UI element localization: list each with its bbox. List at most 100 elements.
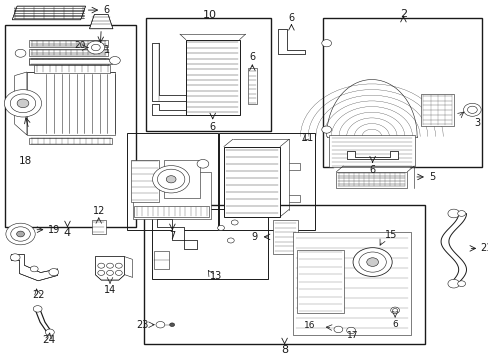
Bar xyxy=(29,49,107,56)
Circle shape xyxy=(447,209,459,218)
Bar xyxy=(420,94,453,126)
Circle shape xyxy=(106,263,113,268)
Circle shape xyxy=(333,326,342,333)
Polygon shape xyxy=(151,43,193,101)
Circle shape xyxy=(106,270,113,275)
Text: 17: 17 xyxy=(346,331,358,340)
Polygon shape xyxy=(95,257,124,280)
Text: 6: 6 xyxy=(103,5,109,15)
Bar xyxy=(336,172,407,188)
Circle shape xyxy=(467,106,476,113)
Bar xyxy=(151,209,267,279)
Text: 5: 5 xyxy=(429,172,435,182)
Polygon shape xyxy=(11,255,58,281)
Bar xyxy=(328,135,414,167)
Text: 16: 16 xyxy=(303,321,315,330)
Circle shape xyxy=(109,57,120,64)
Text: 6: 6 xyxy=(249,52,255,62)
Polygon shape xyxy=(277,29,304,54)
Circle shape xyxy=(358,252,386,272)
Polygon shape xyxy=(157,219,196,249)
Circle shape xyxy=(98,270,104,275)
Bar xyxy=(293,232,410,335)
Circle shape xyxy=(11,227,30,241)
Text: 3: 3 xyxy=(473,118,479,129)
Text: 22: 22 xyxy=(32,290,44,300)
Circle shape xyxy=(392,309,397,312)
Text: 12: 12 xyxy=(92,206,105,216)
Bar xyxy=(29,59,112,64)
Bar xyxy=(297,250,343,313)
Bar xyxy=(163,160,200,198)
Bar xyxy=(5,25,136,227)
Circle shape xyxy=(366,258,378,266)
Circle shape xyxy=(87,41,104,54)
Text: 9: 9 xyxy=(251,232,257,242)
Circle shape xyxy=(98,263,104,268)
Text: 20: 20 xyxy=(74,41,86,50)
Text: 1: 1 xyxy=(103,45,109,55)
Polygon shape xyxy=(15,72,27,135)
Circle shape xyxy=(45,329,54,336)
Bar xyxy=(153,251,169,269)
Circle shape xyxy=(231,220,238,225)
Bar xyxy=(219,133,315,230)
Polygon shape xyxy=(151,104,191,115)
Circle shape xyxy=(457,281,465,287)
Text: 13: 13 xyxy=(209,271,222,282)
Circle shape xyxy=(463,103,480,116)
Circle shape xyxy=(157,169,184,189)
Circle shape xyxy=(17,99,29,108)
Text: 10: 10 xyxy=(203,10,217,20)
Circle shape xyxy=(17,231,24,237)
Circle shape xyxy=(390,307,399,314)
Text: 21: 21 xyxy=(479,243,488,253)
Bar xyxy=(27,72,115,135)
Circle shape xyxy=(227,238,234,243)
Polygon shape xyxy=(89,14,113,29)
Bar xyxy=(29,40,107,47)
Text: 7: 7 xyxy=(169,231,175,241)
Circle shape xyxy=(197,159,208,168)
Circle shape xyxy=(49,269,59,276)
Polygon shape xyxy=(326,137,416,194)
Text: 15: 15 xyxy=(384,230,397,240)
Text: 14: 14 xyxy=(103,285,116,295)
Text: 24: 24 xyxy=(42,335,56,345)
Circle shape xyxy=(6,223,35,245)
Bar xyxy=(34,65,110,73)
Circle shape xyxy=(15,49,26,57)
Bar xyxy=(133,172,211,219)
Text: 8: 8 xyxy=(281,345,287,355)
Bar xyxy=(131,160,159,202)
Circle shape xyxy=(115,270,122,275)
Polygon shape xyxy=(346,151,397,159)
Polygon shape xyxy=(12,6,85,20)
Bar xyxy=(145,18,271,131)
Circle shape xyxy=(352,248,391,276)
Text: 2: 2 xyxy=(399,9,406,19)
Circle shape xyxy=(457,211,465,216)
Text: 6: 6 xyxy=(209,122,215,132)
Text: 18: 18 xyxy=(19,156,33,166)
Circle shape xyxy=(91,44,100,51)
Circle shape xyxy=(152,166,189,193)
Circle shape xyxy=(321,126,331,133)
Circle shape xyxy=(4,90,41,117)
Bar xyxy=(127,133,217,230)
Circle shape xyxy=(30,266,38,272)
Bar xyxy=(185,40,239,115)
Bar xyxy=(272,220,298,254)
Bar xyxy=(322,18,481,167)
Circle shape xyxy=(447,279,459,288)
Circle shape xyxy=(217,225,224,230)
Text: 19: 19 xyxy=(47,225,60,235)
Circle shape xyxy=(33,306,42,312)
Circle shape xyxy=(169,323,174,327)
Bar xyxy=(247,68,256,104)
Text: 4: 4 xyxy=(64,228,71,238)
Bar xyxy=(92,220,105,234)
Text: 11: 11 xyxy=(301,132,314,143)
Text: 23: 23 xyxy=(136,320,148,330)
Bar xyxy=(144,205,425,344)
